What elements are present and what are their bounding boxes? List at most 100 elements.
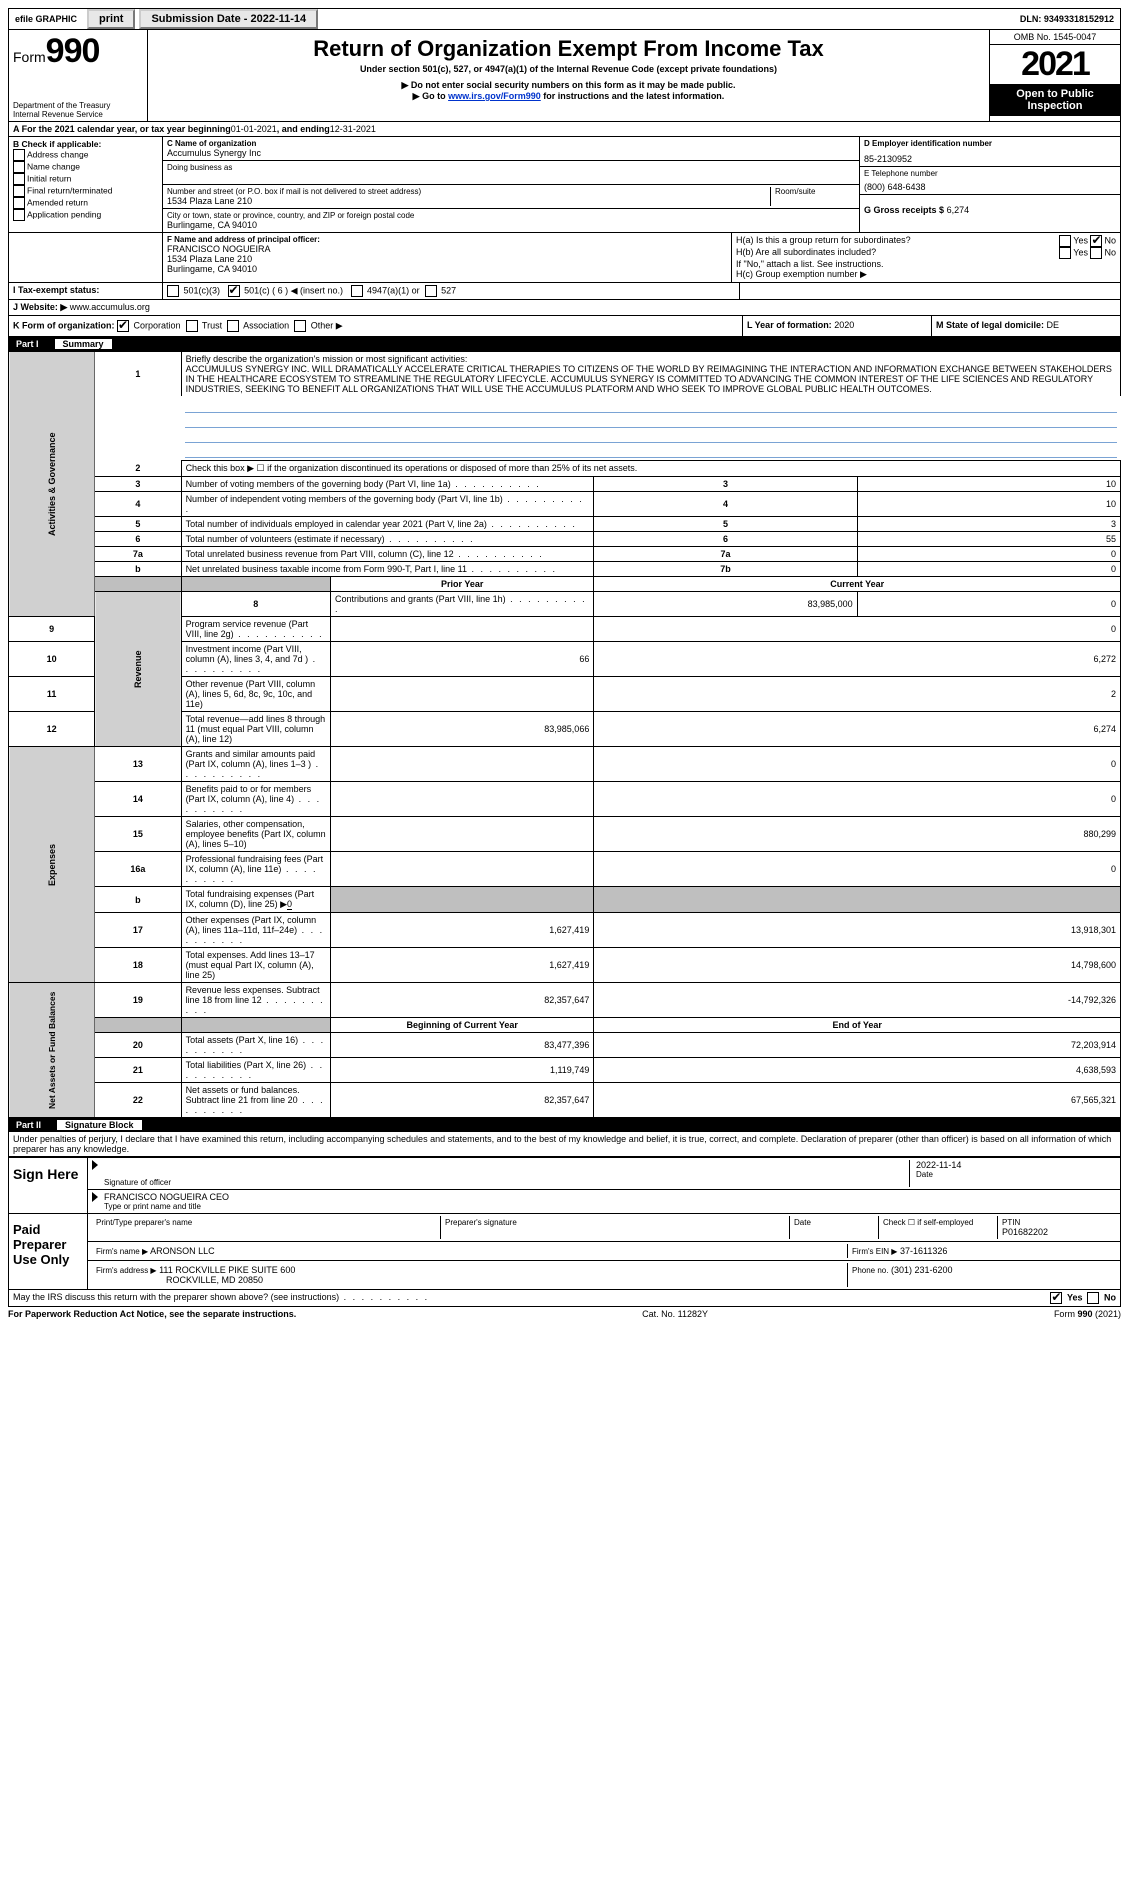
ha-no[interactable] <box>1090 235 1102 247</box>
line-13: Grants and similar amounts paid (Part IX… <box>186 749 321 779</box>
val-7a: 0 <box>857 547 1120 562</box>
print-button[interactable]: print <box>87 9 135 29</box>
part2-label: Part II <box>16 1120 57 1130</box>
officer-street: 1534 Plaza Lane 210 <box>167 254 727 264</box>
sig-officer-label: Signature of officer <box>104 1178 909 1187</box>
dept-label: Department of the Treasury <box>13 101 143 110</box>
form-number: Form990 <box>13 32 143 71</box>
check-amended-label: Amended return <box>27 197 88 207</box>
check-4947[interactable] <box>351 285 363 297</box>
check-527[interactable] <box>425 285 437 297</box>
c-label: C Name of organization <box>167 139 855 148</box>
e20: 72,203,914 <box>594 1033 1121 1058</box>
p17: 1,627,419 <box>331 913 594 948</box>
p16a <box>331 852 594 887</box>
form-ref-num: 990 <box>1077 1309 1092 1319</box>
prior-year-hdr: Prior Year <box>331 577 594 592</box>
submission-date-button[interactable]: Submission Date - 2022-11-14 <box>139 9 318 29</box>
line-9: Program service revenue (Part VIII, line… <box>186 619 324 639</box>
m-label: M State of legal domicile: <box>936 320 1044 330</box>
city-label: City or town, state or province, country… <box>167 211 855 220</box>
check-final-label: Final return/terminated <box>27 185 113 195</box>
prep-date-label: Date <box>789 1216 878 1239</box>
line-12: Total revenue—add lines 8 through 11 (mu… <box>181 712 330 747</box>
check-address[interactable] <box>13 149 25 161</box>
line-7b: Net unrelated business taxable income fr… <box>186 564 557 574</box>
line-20: Total assets (Part X, line 16) <box>186 1035 326 1055</box>
goto-post: for instructions and the latest informat… <box>541 91 725 101</box>
c8: 0 <box>857 592 1120 617</box>
part1-title: Summary <box>55 339 112 349</box>
c9: 0 <box>594 617 1121 642</box>
part2-header: Part II Signature Block <box>8 1118 1121 1132</box>
p8: 83,985,000 <box>594 592 857 617</box>
i-label: I Tax-exempt status: <box>9 283 162 299</box>
irs-link[interactable]: www.irs.gov/Form990 <box>448 91 541 101</box>
firm-phone: (301) 231-6200 <box>891 1265 953 1275</box>
c10: 6,272 <box>594 642 1121 677</box>
hb-yes[interactable] <box>1059 247 1071 259</box>
part1-label: Part I <box>16 339 55 349</box>
irs-label: Internal Revenue Service <box>13 110 143 119</box>
check-amended[interactable] <box>13 197 25 209</box>
check-assoc[interactable] <box>227 320 239 332</box>
phone-value: (800) 648-6438 <box>864 182 1116 192</box>
4947-label: 4947(a)(1) or <box>367 285 420 295</box>
line-14: Benefits paid to or for members (Part IX… <box>186 784 322 814</box>
discuss-no[interactable] <box>1087 1292 1099 1304</box>
prep-sig-label: Preparer's signature <box>440 1216 789 1239</box>
summary-table: Activities & Governance 1 Briefly descri… <box>8 351 1121 1118</box>
cat-no: Cat. No. 11282Y <box>642 1309 708 1319</box>
val-4: 10 <box>857 492 1120 517</box>
subtitle-1: Under section 501(c), 527, or 4947(a)(1)… <box>152 64 985 74</box>
check-name[interactable] <box>13 161 25 173</box>
hb-no[interactable] <box>1090 247 1102 259</box>
line-22: Net assets or fund balances. Subtract li… <box>186 1085 325 1115</box>
discuss-yes[interactable] <box>1050 1292 1062 1304</box>
line-18: Total expenses. Add lines 13–17 (must eq… <box>181 948 330 983</box>
a-prefix: A For the 2021 calendar year, or tax yea… <box>13 124 231 134</box>
ha-yes[interactable] <box>1059 235 1071 247</box>
ptin-label: PTIN <box>1002 1218 1112 1227</box>
mission-q: Briefly describe the organization's miss… <box>186 354 468 364</box>
p13 <box>331 747 594 782</box>
l-value: 2020 <box>834 320 854 330</box>
paid-preparer-block: Paid Preparer Use Only Print/Type prepar… <box>8 1214 1121 1290</box>
check-501c[interactable] <box>228 285 240 297</box>
line-2: Check this box ▶ ☐ if the organization d… <box>181 461 1120 477</box>
check-application[interactable] <box>13 209 25 221</box>
hb-label: H(b) Are all subordinates included? <box>736 247 876 259</box>
mission-text: ACCUMULUS SYNERGY INC. WILL DRAMATICALLY… <box>186 364 1112 394</box>
line-21: Total liabilities (Part X, line 26) <box>186 1060 325 1080</box>
hb-yes-label: Yes <box>1073 247 1088 257</box>
efile-label: efile GRAPHIC <box>9 12 83 26</box>
open-to-public: Open to Public Inspection <box>990 84 1120 116</box>
assoc-label: Association <box>243 320 289 330</box>
b22: 82,357,647 <box>331 1083 594 1118</box>
check-corp[interactable] <box>117 320 129 332</box>
e22: 67,565,321 <box>594 1083 1121 1118</box>
line-19: Revenue less expenses. Subtract line 18 … <box>186 985 325 1015</box>
line-16a: Professional fundraising fees (Part IX, … <box>186 854 324 884</box>
ptin-value: P01682202 <box>1002 1227 1112 1237</box>
c19: -14,792,326 <box>594 983 1121 1018</box>
other-label: Other ▶ <box>311 320 343 330</box>
f-label: F Name and address of principal officer: <box>167 235 727 244</box>
c16a: 0 <box>594 852 1121 887</box>
p11 <box>331 677 594 712</box>
dba-label: Doing business as <box>167 163 855 172</box>
check-final[interactable] <box>13 185 25 197</box>
a-line: A For the 2021 calendar year, or tax yea… <box>8 122 1121 137</box>
a-begin: 01-01-2021 <box>231 124 277 134</box>
check-other[interactable] <box>294 320 306 332</box>
check-trust[interactable] <box>186 320 198 332</box>
c14: 0 <box>594 782 1121 817</box>
paperwork-notice: For Paperwork Reduction Act Notice, see … <box>8 1309 296 1319</box>
p10: 66 <box>331 642 594 677</box>
501c-label: 501(c) ( 6 ) ◀ (insert no.) <box>244 285 343 295</box>
line-3: Number of voting members of the governin… <box>186 479 541 489</box>
website-value: www.accumulus.org <box>70 302 150 313</box>
goto-pre: ▶ Go to <box>413 91 448 101</box>
check-initial[interactable] <box>13 173 25 185</box>
check-501c3[interactable] <box>167 285 179 297</box>
